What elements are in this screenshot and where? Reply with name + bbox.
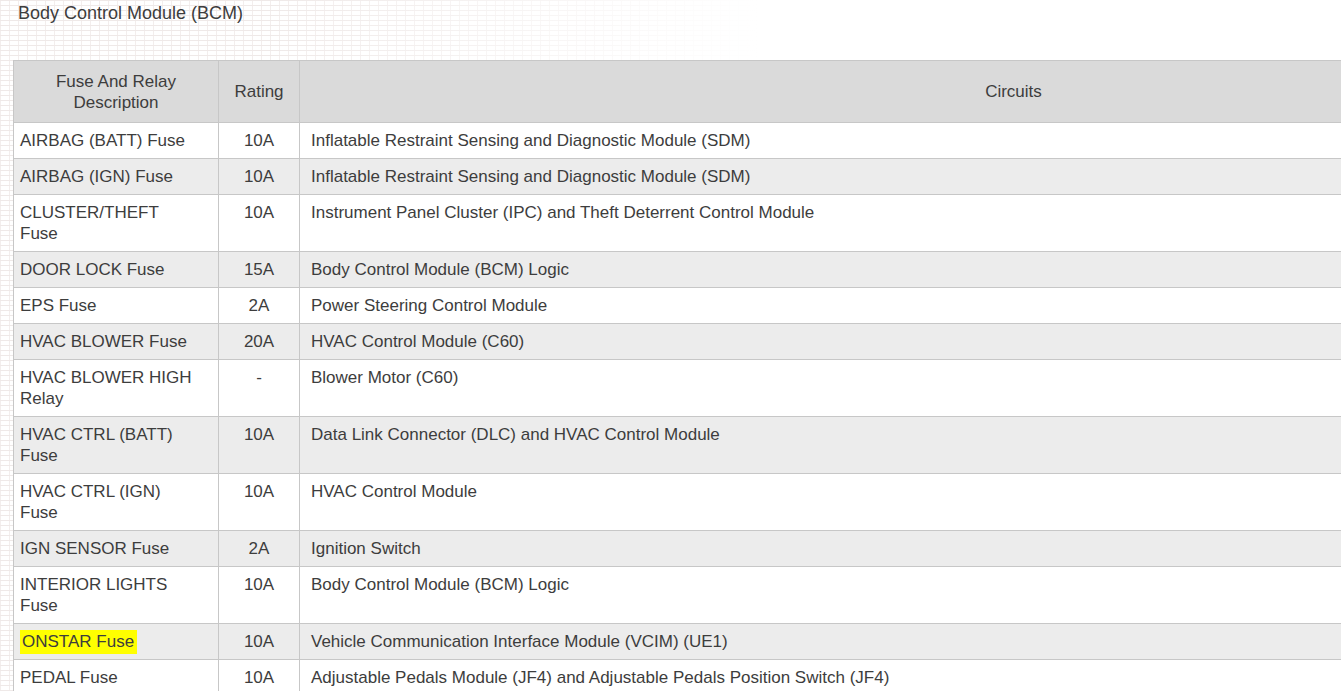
fuse-description-cell: EPS Fuse bbox=[14, 288, 219, 324]
table-row: PEDAL Fuse 10AAdjustable Pedals Module (J… bbox=[14, 660, 1341, 691]
fuse-circuits-cell: Body Control Module (BCM) Logic bbox=[300, 252, 1341, 288]
header-rating: Rating bbox=[219, 61, 300, 123]
fuse-circuits-cell: HVAC Control Module (C60) bbox=[300, 324, 1341, 360]
fuse-rating-cell: 2A bbox=[219, 288, 300, 324]
fuse-rating-cell: 20A bbox=[219, 324, 300, 360]
fuse-rating-cell: 10A bbox=[219, 624, 300, 660]
table-row: AIRBAG (IGN) Fuse 10AInflatable Restraint… bbox=[14, 159, 1341, 195]
fuse-circuits-cell: Inflatable Restraint Sensing and Diagnos… bbox=[300, 123, 1341, 159]
fuse-rating-cell: 10A bbox=[219, 567, 300, 624]
header-fuse-description: Fuse And Relay Description bbox=[14, 61, 219, 123]
fuse-description: EPS Fuse bbox=[20, 296, 97, 315]
fuse-description-cell: HVAC CTRL (BATT) Fuse bbox=[14, 417, 219, 474]
fuse-description: CLUSTER/THEFT Fuse bbox=[20, 203, 159, 243]
fuse-circuits-cell: Inflatable Restraint Sensing and Diagnos… bbox=[300, 159, 1341, 195]
fuse-rating-cell: 2A bbox=[219, 531, 300, 567]
table-row: DOOR LOCK Fuse 15ABody Control Module (BC… bbox=[14, 252, 1341, 288]
table-row: HVAC BLOWER HIGH Relay-Blower Motor (C60… bbox=[14, 360, 1341, 417]
fuse-circuits-cell: Instrument Panel Cluster (IPC) and Theft… bbox=[300, 195, 1341, 252]
fuse-description-cell: HVAC BLOWER Fuse bbox=[14, 324, 219, 360]
fuse-description-cell: INTERIOR LIGHTS Fuse bbox=[14, 567, 219, 624]
table-row: HVAC BLOWER Fuse 20AHVAC Control Module (… bbox=[14, 324, 1341, 360]
fuse-description-cell: AIRBAG (IGN) Fuse bbox=[14, 159, 219, 195]
fuse-description: DOOR LOCK Fuse bbox=[20, 260, 165, 279]
table-row: EPS Fuse 2APower Steering Control Module bbox=[14, 288, 1341, 324]
fuse-rating-cell: 10A bbox=[219, 474, 300, 531]
fuse-circuits-cell: Ignition Switch bbox=[300, 531, 1341, 567]
table-row: AIRBAG (BATT) Fuse 10AInflatable Restrain… bbox=[14, 123, 1341, 159]
table-row: INTERIOR LIGHTS Fuse 10ABody Control Modu… bbox=[14, 567, 1341, 624]
fuse-description-cell: HVAC CTRL (IGN) Fuse bbox=[14, 474, 219, 531]
table-body: AIRBAG (BATT) Fuse10AInflatable Restrain… bbox=[14, 123, 1341, 691]
fuse-description: HVAC BLOWER Fuse bbox=[20, 332, 187, 351]
page-title: Body Control Module (BCM) bbox=[18, 2, 243, 24]
fuse-description-cell: IGN SENSOR Fuse bbox=[14, 531, 219, 567]
fuse-circuits-cell: Data Link Connector (DLC) and HVAC Contr… bbox=[300, 417, 1341, 474]
fuse-rating-cell: 10A bbox=[219, 417, 300, 474]
fuse-rating-cell: 10A bbox=[219, 660, 300, 691]
fuse-circuits-cell: Adjustable Pedals Module (JF4) and Adjus… bbox=[300, 660, 1341, 691]
fuse-description-highlighted: ONSTAR Fuse bbox=[20, 630, 137, 654]
fuse-description: IGN SENSOR Fuse bbox=[20, 539, 169, 558]
table-row: CLUSTER/THEFT Fuse 10AInstrument Panel Cl… bbox=[14, 195, 1341, 252]
fuse-description: HVAC BLOWER HIGH Relay bbox=[20, 368, 192, 408]
table-row: HVAC CTRL (IGN) Fuse 10AHVAC Control Modu… bbox=[14, 474, 1341, 531]
fuse-rating-cell: 10A bbox=[219, 159, 300, 195]
fuse-circuits-cell: Body Control Module (BCM) Logic bbox=[300, 567, 1341, 624]
fuse-table-container: Fuse And Relay Description Rating Circui… bbox=[13, 60, 1341, 691]
page: { "page": { "title": "Body Control Modul… bbox=[0, 0, 1341, 691]
fuse-relay-table: Fuse And Relay Description Rating Circui… bbox=[13, 60, 1341, 691]
fuse-description-cell: ONSTAR Fuse bbox=[14, 624, 219, 660]
fuse-description: HVAC CTRL (BATT) Fuse bbox=[20, 425, 173, 465]
fuse-rating-cell: 10A bbox=[219, 195, 300, 252]
table-header-row: Fuse And Relay Description Rating Circui… bbox=[14, 61, 1341, 123]
header-circuits: Circuits bbox=[300, 61, 1341, 123]
fuse-description-cell: AIRBAG (BATT) Fuse bbox=[14, 123, 219, 159]
fuse-rating-cell: 10A bbox=[219, 123, 300, 159]
fuse-description: AIRBAG (IGN) Fuse bbox=[20, 167, 173, 186]
fuse-description: INTERIOR LIGHTS Fuse bbox=[20, 575, 167, 615]
table-row: IGN SENSOR Fuse 2AIgnition Switch bbox=[14, 531, 1341, 567]
fuse-circuits-cell: Vehicle Communication Interface Module (… bbox=[300, 624, 1341, 660]
fuse-circuits-cell: HVAC Control Module bbox=[300, 474, 1341, 531]
table-row: HVAC CTRL (BATT) Fuse 10AData Link Connec… bbox=[14, 417, 1341, 474]
fuse-rating-cell: - bbox=[219, 360, 300, 417]
fuse-circuits-cell: Power Steering Control Module bbox=[300, 288, 1341, 324]
fuse-description-cell: PEDAL Fuse bbox=[14, 660, 219, 691]
fuse-description: AIRBAG (BATT) Fuse bbox=[20, 131, 185, 150]
fuse-rating-cell: 15A bbox=[219, 252, 300, 288]
fuse-description: PEDAL Fuse bbox=[20, 668, 118, 687]
fuse-description-cell: CLUSTER/THEFT Fuse bbox=[14, 195, 219, 252]
table-row: ONSTAR Fuse 10AVehicle Communication Inte… bbox=[14, 624, 1341, 660]
fuse-description-cell: HVAC BLOWER HIGH Relay bbox=[14, 360, 219, 417]
fuse-description-cell: DOOR LOCK Fuse bbox=[14, 252, 219, 288]
fuse-description: HVAC CTRL (IGN) Fuse bbox=[20, 482, 161, 522]
fuse-circuits-cell: Blower Motor (C60) bbox=[300, 360, 1341, 417]
